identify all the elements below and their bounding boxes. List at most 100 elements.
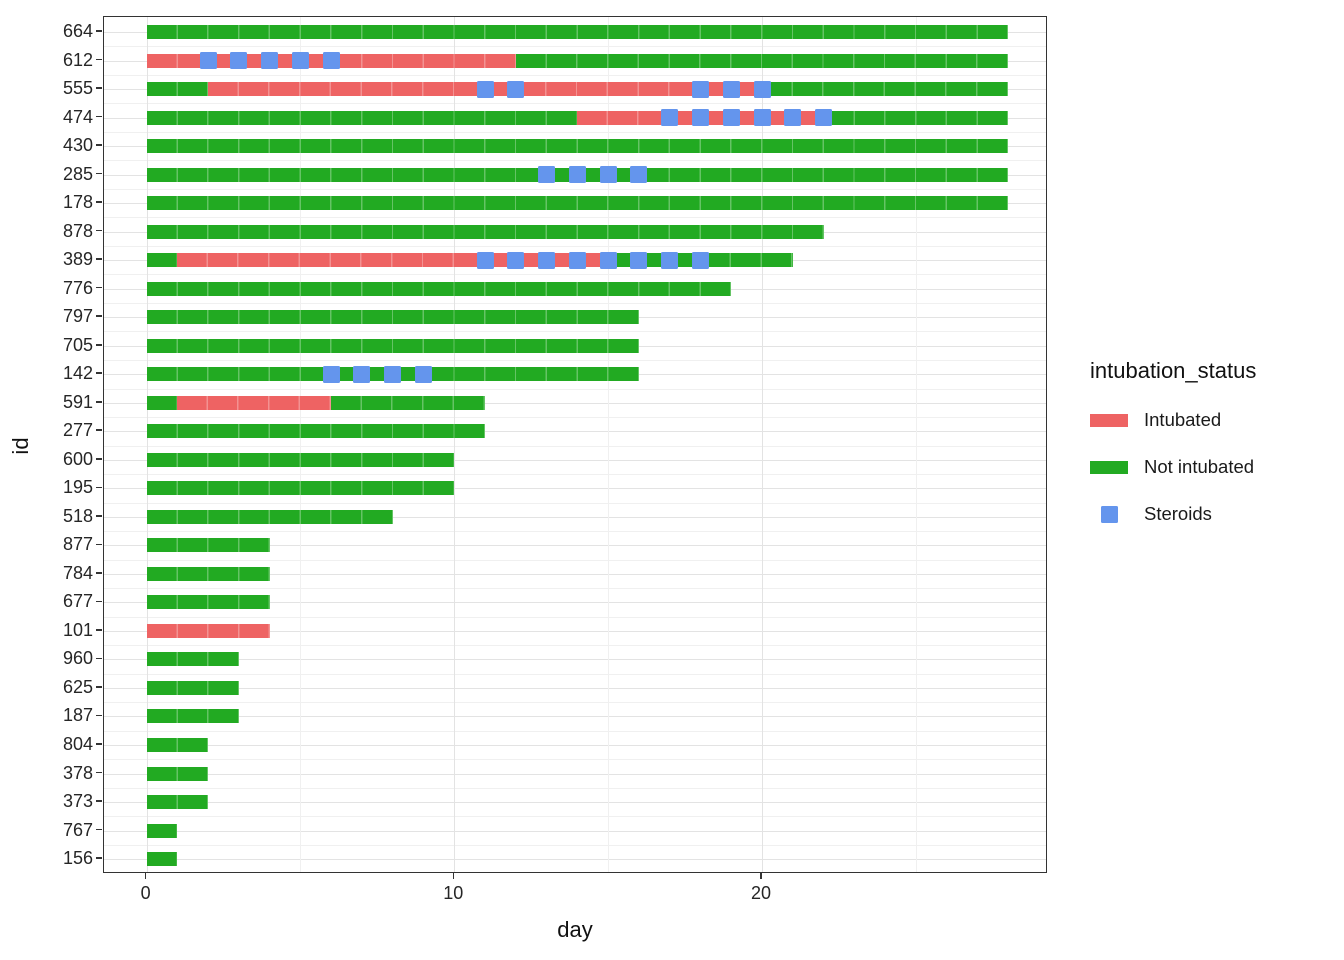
bar-segment	[146, 281, 732, 296]
gridline-h-minor	[104, 816, 1046, 818]
x-tick-label: 10	[443, 883, 464, 903]
y-tick-mark	[96, 172, 102, 175]
steroid-marker	[322, 52, 340, 70]
steroid-marker	[722, 80, 740, 98]
gridline-h-minor	[104, 74, 1046, 76]
gridline-h-minor	[104, 274, 1046, 276]
y-tick-label: 705	[62, 334, 93, 355]
bar-segment	[146, 595, 270, 610]
steroid-marker	[753, 80, 771, 98]
bar-segment	[146, 623, 270, 638]
steroid-marker	[353, 365, 371, 383]
y-tick-label: 877	[62, 534, 93, 555]
gridline-h-minor	[104, 531, 1046, 533]
x-tick-mark	[144, 873, 147, 879]
gridline-v-minor	[915, 17, 917, 872]
steroid-marker	[691, 251, 709, 269]
bar-segment	[177, 253, 609, 268]
bar-segment	[146, 338, 639, 353]
y-tick-label: 389	[62, 249, 93, 270]
bar-segment	[146, 709, 239, 724]
bar-segment	[146, 680, 239, 695]
gridline-h-minor	[104, 359, 1046, 361]
y-tick-label: 612	[62, 49, 93, 70]
y-tick-label: 285	[62, 163, 93, 184]
y-tick-label: 664	[62, 21, 93, 41]
gridline-h-minor	[104, 388, 1046, 390]
y-tick-mark	[96, 58, 102, 61]
y-tick-mark	[96, 258, 102, 260]
gridline-v-major	[146, 17, 148, 872]
gridline-h-major	[104, 630, 1046, 632]
y-tick-mark	[96, 857, 102, 859]
gridline-h-major	[104, 402, 1046, 404]
bar-segment	[146, 310, 639, 325]
bar-segment	[146, 795, 209, 810]
gridline-h-minor	[104, 730, 1046, 732]
steroid-marker	[261, 52, 279, 70]
x-axis-title: day	[557, 917, 593, 942]
gridline-h-major	[104, 859, 1046, 861]
gridline-h-minor	[104, 160, 1046, 162]
steroid-marker	[661, 251, 679, 269]
y-tick-mark	[96, 115, 102, 118]
y-tick-mark	[96, 429, 102, 432]
gridline-h-minor	[104, 417, 1046, 419]
gridline-h-major	[104, 573, 1046, 575]
y-tick-mark	[96, 543, 102, 546]
y-tick-mark	[96, 400, 102, 403]
y-tick-mark	[96, 743, 102, 745]
bar-segment	[177, 395, 332, 410]
x-tick-label: 0	[140, 883, 151, 903]
y-tick-mark	[96, 600, 102, 603]
x-tick-mark	[760, 873, 762, 879]
steroid-marker	[722, 109, 740, 127]
bar-segment	[146, 509, 393, 524]
gridline-v-major	[454, 17, 456, 872]
gridline-h-minor	[104, 46, 1046, 48]
gridline-h-minor	[104, 759, 1046, 761]
legend: intubation_status Intubated Not intubate…	[1090, 358, 1340, 549]
steroid-marker	[384, 365, 402, 383]
y-tick-label: 555	[62, 78, 93, 99]
bar-segment	[146, 481, 455, 496]
gridline-v-minor	[608, 17, 610, 872]
y-tick-mark	[96, 201, 102, 203]
steroid-marker	[291, 52, 309, 70]
y-tick-label: 430	[62, 135, 93, 156]
steroid-marker	[661, 109, 679, 127]
y-tick-mark	[96, 771, 102, 774]
gridline-h-minor	[104, 844, 1046, 846]
y-tick-mark	[96, 343, 102, 346]
gridline-h-major	[104, 545, 1046, 547]
steroid-marker	[230, 52, 248, 70]
gridline-h-major	[104, 773, 1046, 775]
steroid-marker	[691, 109, 709, 127]
gridline-h-minor	[104, 331, 1046, 333]
y-tick-label: 277	[62, 420, 93, 441]
steroid-marker	[568, 166, 586, 184]
y-tick-mark	[96, 714, 102, 717]
legend-label: Intubated	[1144, 409, 1222, 430]
steroid-marker	[599, 251, 617, 269]
steroid-marker	[630, 251, 648, 269]
bar-segment	[331, 395, 486, 410]
gridline-h-minor	[104, 302, 1046, 304]
y-tick-label: 960	[62, 648, 93, 669]
gridline-h-minor	[104, 787, 1046, 789]
y-tick-mark	[96, 144, 102, 146]
steroid-marker	[507, 80, 525, 98]
gridline-h-major	[104, 659, 1046, 661]
bar-segment	[146, 196, 1009, 211]
x-tick-mark	[452, 873, 455, 879]
bar-segment	[146, 823, 178, 838]
y-tick-label: 101	[62, 619, 93, 640]
steroid-marker	[538, 251, 556, 269]
gridline-h-minor	[104, 559, 1046, 561]
steroid-marker	[784, 109, 802, 127]
legend-label: Not intubated	[1144, 456, 1255, 477]
y-tick-mark	[96, 515, 102, 517]
y-tick-label: 776	[62, 277, 93, 298]
gridline-h-major	[104, 459, 1046, 461]
legend-label: Steroids	[1144, 503, 1212, 524]
